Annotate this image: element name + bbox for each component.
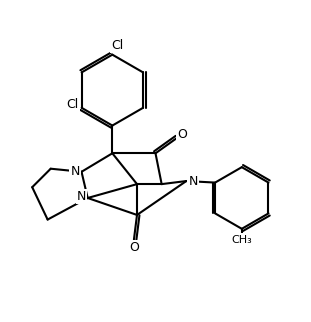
Text: N: N (188, 175, 198, 187)
Text: O: O (129, 241, 139, 254)
Text: O: O (178, 128, 188, 141)
Text: N: N (71, 165, 80, 178)
Text: CH₃: CH₃ (231, 235, 252, 245)
Text: Cl: Cl (66, 98, 79, 111)
Text: Cl: Cl (111, 39, 123, 52)
Text: N: N (77, 190, 86, 203)
